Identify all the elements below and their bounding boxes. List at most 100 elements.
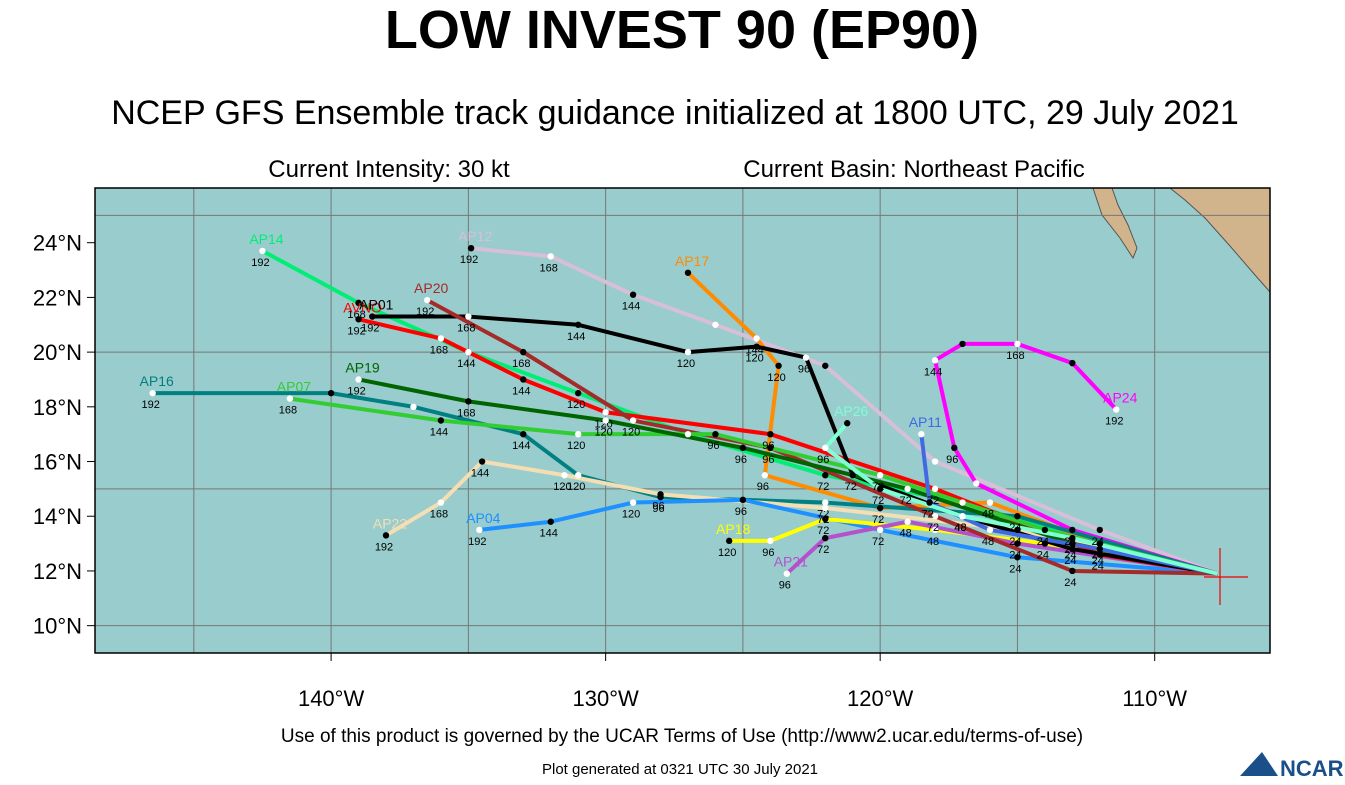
track-point (767, 430, 774, 438)
y-tick-label: 14°N (33, 504, 82, 529)
generated: Plot generated at 0321 UTC 30 July 2021 (542, 761, 818, 778)
hour-label: 24 (1037, 550, 1049, 562)
hour-label: 24 (1092, 555, 1104, 567)
hour-label: 96 (762, 454, 774, 466)
track-point (286, 395, 294, 402)
hour-label: 192 (347, 325, 365, 337)
track-point (783, 570, 791, 577)
hour-label: 192 (1105, 416, 1123, 428)
track-point (574, 472, 582, 479)
hour-label: 72 (817, 481, 829, 493)
track-point (739, 444, 747, 452)
track-point (822, 515, 829, 523)
hour-label: 120 (567, 440, 585, 452)
land (1092, 187, 1138, 260)
track-point (382, 532, 390, 539)
hour-label: 168 (430, 344, 448, 356)
track-point (355, 376, 362, 383)
track-point (822, 444, 829, 452)
hour-label: 192 (141, 399, 159, 411)
plot-frame (94, 187, 1271, 654)
y-tick-label: 22°N (33, 285, 82, 310)
track-point (931, 485, 939, 493)
track-name: AP22 (373, 515, 407, 531)
tracks: 24 72 120 144 168 192 AP14 24 144 168 192 AP12 24 48 7… (140, 228, 1219, 592)
track-name: AP21 (774, 554, 808, 570)
hour-label: 192 (375, 541, 393, 553)
track-point (629, 499, 637, 506)
hour-label: 72 (899, 495, 911, 507)
track (686, 271, 1219, 576)
y-tick-label: 16°N (33, 450, 82, 475)
track-point (602, 417, 609, 424)
hour-label: 192 (251, 257, 269, 269)
hour-label: 72 (872, 514, 884, 526)
track-point (1069, 540, 1076, 547)
hour-label: 144 (567, 331, 585, 343)
hour-label: 168 (1006, 350, 1024, 362)
track-point (1014, 340, 1021, 348)
track-point (822, 504, 829, 512)
track-point (355, 316, 362, 323)
track-point (918, 430, 925, 438)
initial-position (1204, 548, 1248, 605)
track-name: AP04 (466, 510, 500, 526)
y-tick-label: 18°N (33, 395, 82, 420)
hour-label: 96 (757, 481, 769, 493)
track-point (467, 244, 475, 252)
hour-label: 72 (872, 536, 884, 548)
y-tick-label: 24°N (33, 231, 82, 256)
hour-label: 192 (468, 536, 486, 548)
track-point (1096, 545, 1103, 553)
track-point (355, 299, 362, 307)
track-point (1014, 526, 1021, 534)
track-point (761, 472, 769, 479)
hour-label: 24 (1009, 550, 1021, 562)
hour-label: 72 (872, 495, 884, 507)
track-point (574, 321, 582, 328)
track-point (684, 430, 692, 438)
track-point (822, 534, 829, 542)
y-tick-label: 10°N (33, 614, 82, 639)
hour-label: 96 (779, 580, 791, 592)
hour-label: 144 (512, 440, 530, 452)
track-point (753, 335, 760, 342)
info-left: Current Intensity: 30 kt (268, 156, 510, 183)
track-point (876, 485, 884, 493)
hour-label: 168 (279, 405, 297, 417)
track-point (369, 313, 376, 320)
hour-label: 48 (982, 536, 994, 548)
track-point (931, 526, 939, 534)
track-point (1014, 540, 1021, 547)
track-name: AP20 (414, 280, 448, 296)
track-point (520, 430, 527, 438)
title: LOW INVEST 90 (EP90) (385, 0, 979, 60)
hour-label: 24 (1064, 544, 1076, 556)
track-point (629, 291, 637, 298)
track-point (1069, 526, 1076, 534)
hour-label: 72 (921, 509, 933, 521)
track-point (1069, 534, 1076, 542)
hour-label: 48 (927, 536, 939, 548)
hour-label: 168 (540, 262, 558, 274)
subtitle: NCEP GFS Ensemble track guidance initial… (111, 94, 1239, 132)
track-point (973, 480, 980, 487)
track-point (1096, 540, 1103, 547)
track-point (423, 296, 431, 304)
track-point (931, 513, 939, 520)
track-point (478, 458, 486, 465)
track-point (926, 499, 933, 506)
hour-label: 144 (457, 358, 475, 370)
hour-label: 72 (845, 481, 857, 493)
hour-label: 168 (457, 407, 475, 419)
hour-label: 96 (652, 503, 664, 515)
track-point (327, 389, 335, 397)
track-point (547, 253, 554, 260)
track-point (1069, 567, 1076, 575)
track-point (657, 491, 664, 498)
track-point (849, 472, 856, 479)
hour-label: 24 (1037, 536, 1049, 548)
track-point (712, 321, 719, 328)
track-point (1014, 554, 1021, 561)
hour-label: 96 (707, 440, 719, 452)
